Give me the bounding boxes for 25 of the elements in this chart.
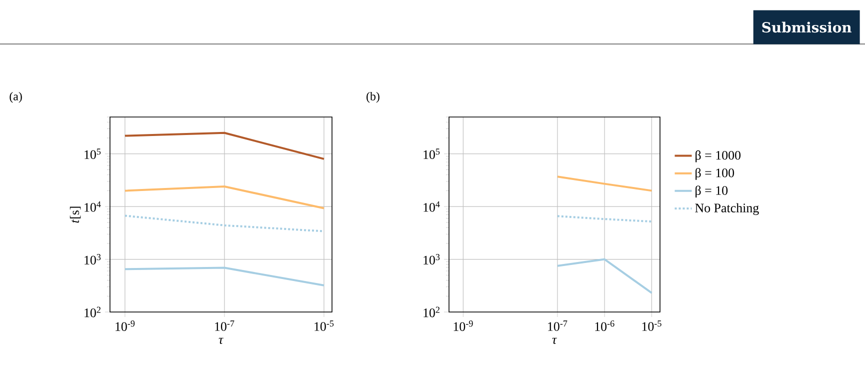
- x-tick-label: 10$^{-7}$: [215, 320, 234, 331]
- x-tick-label: 10$^{-9}$: [116, 320, 135, 331]
- chart-title: (a): [10, 92, 22, 103]
- x-axis-title: τ: [218, 338, 224, 344]
- x-tick-label: 10$^{-9}$: [454, 320, 473, 331]
- y-tick-label: 10$^{3}$: [424, 254, 440, 265]
- y-tick-label: 10$^{5}$: [424, 148, 440, 160]
- y-tick-label: 10$^{3}$: [84, 254, 101, 265]
- chart-title: (b): [366, 92, 380, 103]
- y-tick-label: 10$^{4}$: [84, 201, 101, 212]
- legend-label: β = 1000: [696, 150, 741, 162]
- x-tick-label: 10$^{-6}$: [595, 320, 614, 331]
- legend-label: β = 10: [696, 186, 728, 198]
- y-tick-label: 10$^{5}$: [84, 148, 101, 160]
- y-axis-title: t[s]: [70, 206, 81, 223]
- y-tick-label: 10$^{4}$: [424, 201, 440, 212]
- text: Submission: [762, 22, 852, 33]
- x-axis-title: τ: [552, 338, 558, 344]
- x-tick-label: 10$^{-7}$: [548, 320, 568, 331]
- x-tick-label: 10$^{-5}$: [642, 320, 662, 331]
- y-tick-label: 10$^{2}$: [84, 306, 100, 318]
- legend-label: No Patching: [695, 203, 759, 216]
- x-tick-label: 10$^{-5}$: [314, 320, 334, 331]
- y-tick-label: 10$^{2}$: [424, 306, 440, 318]
- legend-label: β = 100: [696, 168, 734, 180]
